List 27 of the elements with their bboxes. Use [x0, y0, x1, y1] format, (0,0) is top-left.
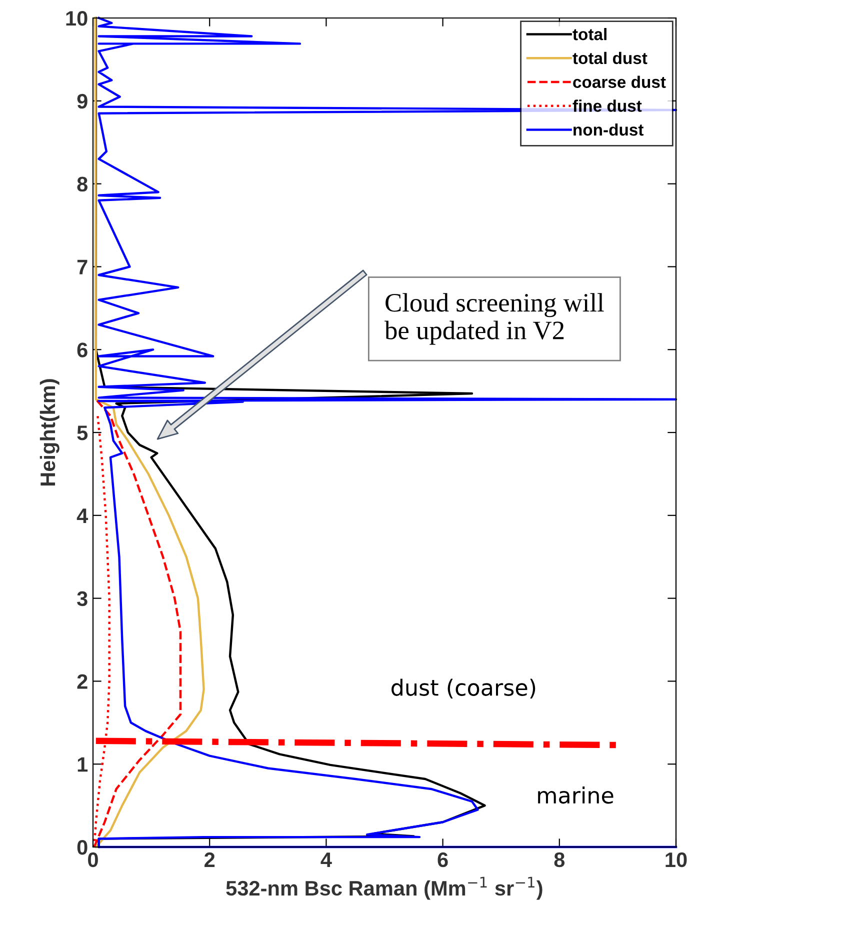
y-tick-label: 7 — [77, 260, 88, 274]
y-tick-label: 4 — [76, 508, 88, 523]
annotation: dust (coarse) — [392, 678, 536, 699]
x-tick-label: 8 — [554, 852, 565, 868]
legend-label: fine dust — [572, 100, 642, 112]
legend-label: non-dust — [574, 123, 644, 136]
y-tick-label: 0 — [77, 840, 88, 855]
y-tick-label: 6 — [77, 342, 88, 358]
legend-label: total — [572, 28, 606, 40]
x-tick-label: 6 — [438, 852, 448, 868]
x-tick-label: 2 — [204, 852, 215, 867]
legend-label: coarse dust — [573, 76, 666, 88]
x-tick-label: 4 — [320, 852, 332, 867]
x-tick-label: 10 — [666, 852, 687, 868]
annotation: Cloud screening will be updated in V2 — [384, 293, 604, 345]
annotation: marine — [538, 786, 614, 804]
legend-label: total dust — [572, 52, 648, 64]
x-axis-title: 532-nm Bsc Raman (Mm$^{−1}$ sr$^{−1}$) — [226, 876, 542, 900]
y-tick-label: 8 — [77, 176, 88, 192]
y-tick-label: 1 — [78, 757, 88, 772]
y-tick-label: 3 — [77, 591, 88, 606]
x-tick-label: 0 — [88, 852, 98, 868]
y-axis-title: Height(km) — [40, 379, 60, 486]
y-tick-label: 10 — [66, 11, 88, 26]
y-tick-label: 5 — [77, 426, 88, 440]
y-tick-label: 9 — [77, 94, 88, 109]
y-tick-label: 2 — [77, 674, 88, 689]
